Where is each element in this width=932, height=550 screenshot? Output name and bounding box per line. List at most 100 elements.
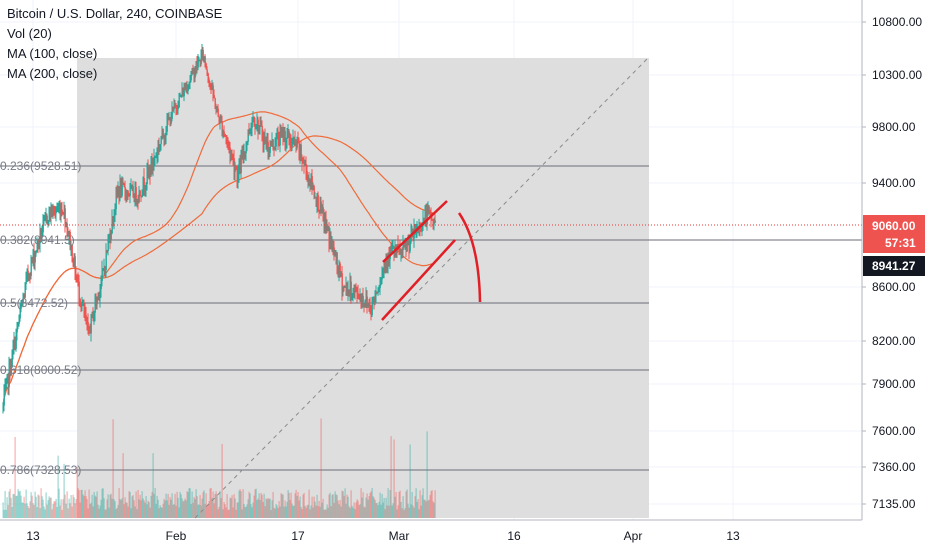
volume-bar	[399, 490, 401, 518]
volume-bar	[154, 488, 156, 518]
candle-body	[259, 122, 261, 127]
volume-bar	[28, 508, 30, 518]
candle-body	[161, 128, 163, 140]
candle-body	[280, 128, 282, 132]
candle-body	[429, 211, 431, 213]
channel-lower-line[interactable]	[381, 239, 456, 321]
candle-body	[156, 154, 158, 156]
volume-bar	[56, 506, 58, 518]
candle-body	[271, 139, 273, 147]
candle-body	[5, 379, 7, 389]
candle-body	[351, 296, 353, 299]
candle-body	[155, 155, 157, 157]
candle-body	[244, 152, 246, 154]
candle-body	[70, 245, 72, 250]
projection-curve[interactable]	[457, 212, 482, 303]
candle-body	[380, 279, 382, 285]
candle-body	[355, 288, 357, 290]
volume-bar	[379, 492, 381, 518]
volume-bar	[373, 497, 375, 518]
volume-bar	[85, 496, 87, 518]
volume-bar	[146, 504, 148, 518]
volume-bar	[81, 489, 83, 518]
candle-body	[402, 244, 404, 251]
candle-body	[66, 223, 68, 234]
candle-body	[336, 252, 338, 266]
candle-body	[104, 267, 106, 270]
candle-body	[79, 298, 81, 305]
candle-body	[33, 251, 35, 263]
candle-body	[39, 229, 41, 244]
candle-body	[86, 321, 88, 323]
volume-bar	[385, 497, 387, 518]
y-tick-label: 10300.00	[872, 68, 922, 82]
candle-body	[181, 88, 183, 96]
volume-bar	[47, 500, 49, 518]
volume-bar	[61, 509, 63, 518]
volume-bar	[16, 495, 18, 518]
volume-bar	[371, 488, 373, 518]
volume-bar	[75, 498, 77, 518]
volume-bar	[255, 488, 257, 518]
volume-bar	[86, 499, 88, 518]
volume-bar	[261, 494, 263, 518]
candle-body	[234, 168, 236, 172]
candle-body	[228, 141, 230, 148]
candle-body	[151, 158, 153, 168]
channel-upper-line[interactable]	[382, 200, 448, 263]
candle-body	[117, 188, 119, 194]
volume-bar	[100, 499, 102, 518]
volume-bar	[252, 502, 254, 518]
candle-body	[34, 252, 36, 263]
volume-bar	[376, 503, 378, 518]
x-tick-label: 13	[26, 529, 40, 543]
volume-bar	[140, 500, 142, 518]
volume-bar	[188, 488, 190, 518]
volume-bar	[186, 491, 188, 518]
candle-body	[273, 146, 275, 149]
candle-body	[344, 286, 346, 288]
x-tick-label: 17	[291, 529, 305, 543]
volume-bar	[203, 490, 205, 518]
legend-ma-100[interactable]: MA (100, close)	[7, 46, 98, 61]
volume-bar	[338, 504, 340, 518]
volume-bar	[360, 488, 362, 518]
volume-bar	[42, 499, 44, 518]
volume-bar	[128, 491, 130, 518]
volume-bar	[21, 502, 23, 518]
x-tick-label: 13	[726, 529, 740, 543]
volume-bar	[395, 492, 397, 518]
candle-body	[215, 108, 217, 110]
volume-bar	[227, 509, 229, 518]
volume-bar	[269, 498, 271, 518]
y-tick-label: 7135.00	[872, 497, 916, 511]
candle-body	[417, 229, 419, 232]
volume-bar	[37, 494, 39, 518]
volume-bar	[169, 497, 171, 518]
volume-bar	[409, 444, 411, 518]
volume-bar	[297, 492, 299, 518]
candle-body	[245, 143, 247, 154]
volume-bar	[304, 505, 306, 518]
candle-body	[110, 233, 112, 241]
candle-body	[428, 206, 430, 212]
candle-body	[35, 252, 37, 254]
legend-ma-200[interactable]: MA (200, close)	[7, 66, 98, 81]
candle-body	[347, 289, 349, 296]
volume-bar	[31, 495, 33, 518]
volume-bar	[235, 509, 237, 518]
volume-bar	[427, 500, 429, 518]
volume-bar	[54, 501, 56, 518]
candle-body	[148, 168, 150, 172]
candle-body	[315, 197, 317, 206]
volume-bar	[53, 501, 55, 518]
volume-bar	[155, 503, 157, 518]
legend-volume[interactable]: Vol (20)	[7, 26, 52, 41]
volume-bar	[15, 495, 17, 518]
trend-line-dashed[interactable]	[194, 57, 649, 519]
candle-body	[111, 216, 113, 234]
volume-bar	[352, 507, 354, 518]
candle-body	[422, 218, 424, 225]
volume-bar	[425, 501, 427, 518]
